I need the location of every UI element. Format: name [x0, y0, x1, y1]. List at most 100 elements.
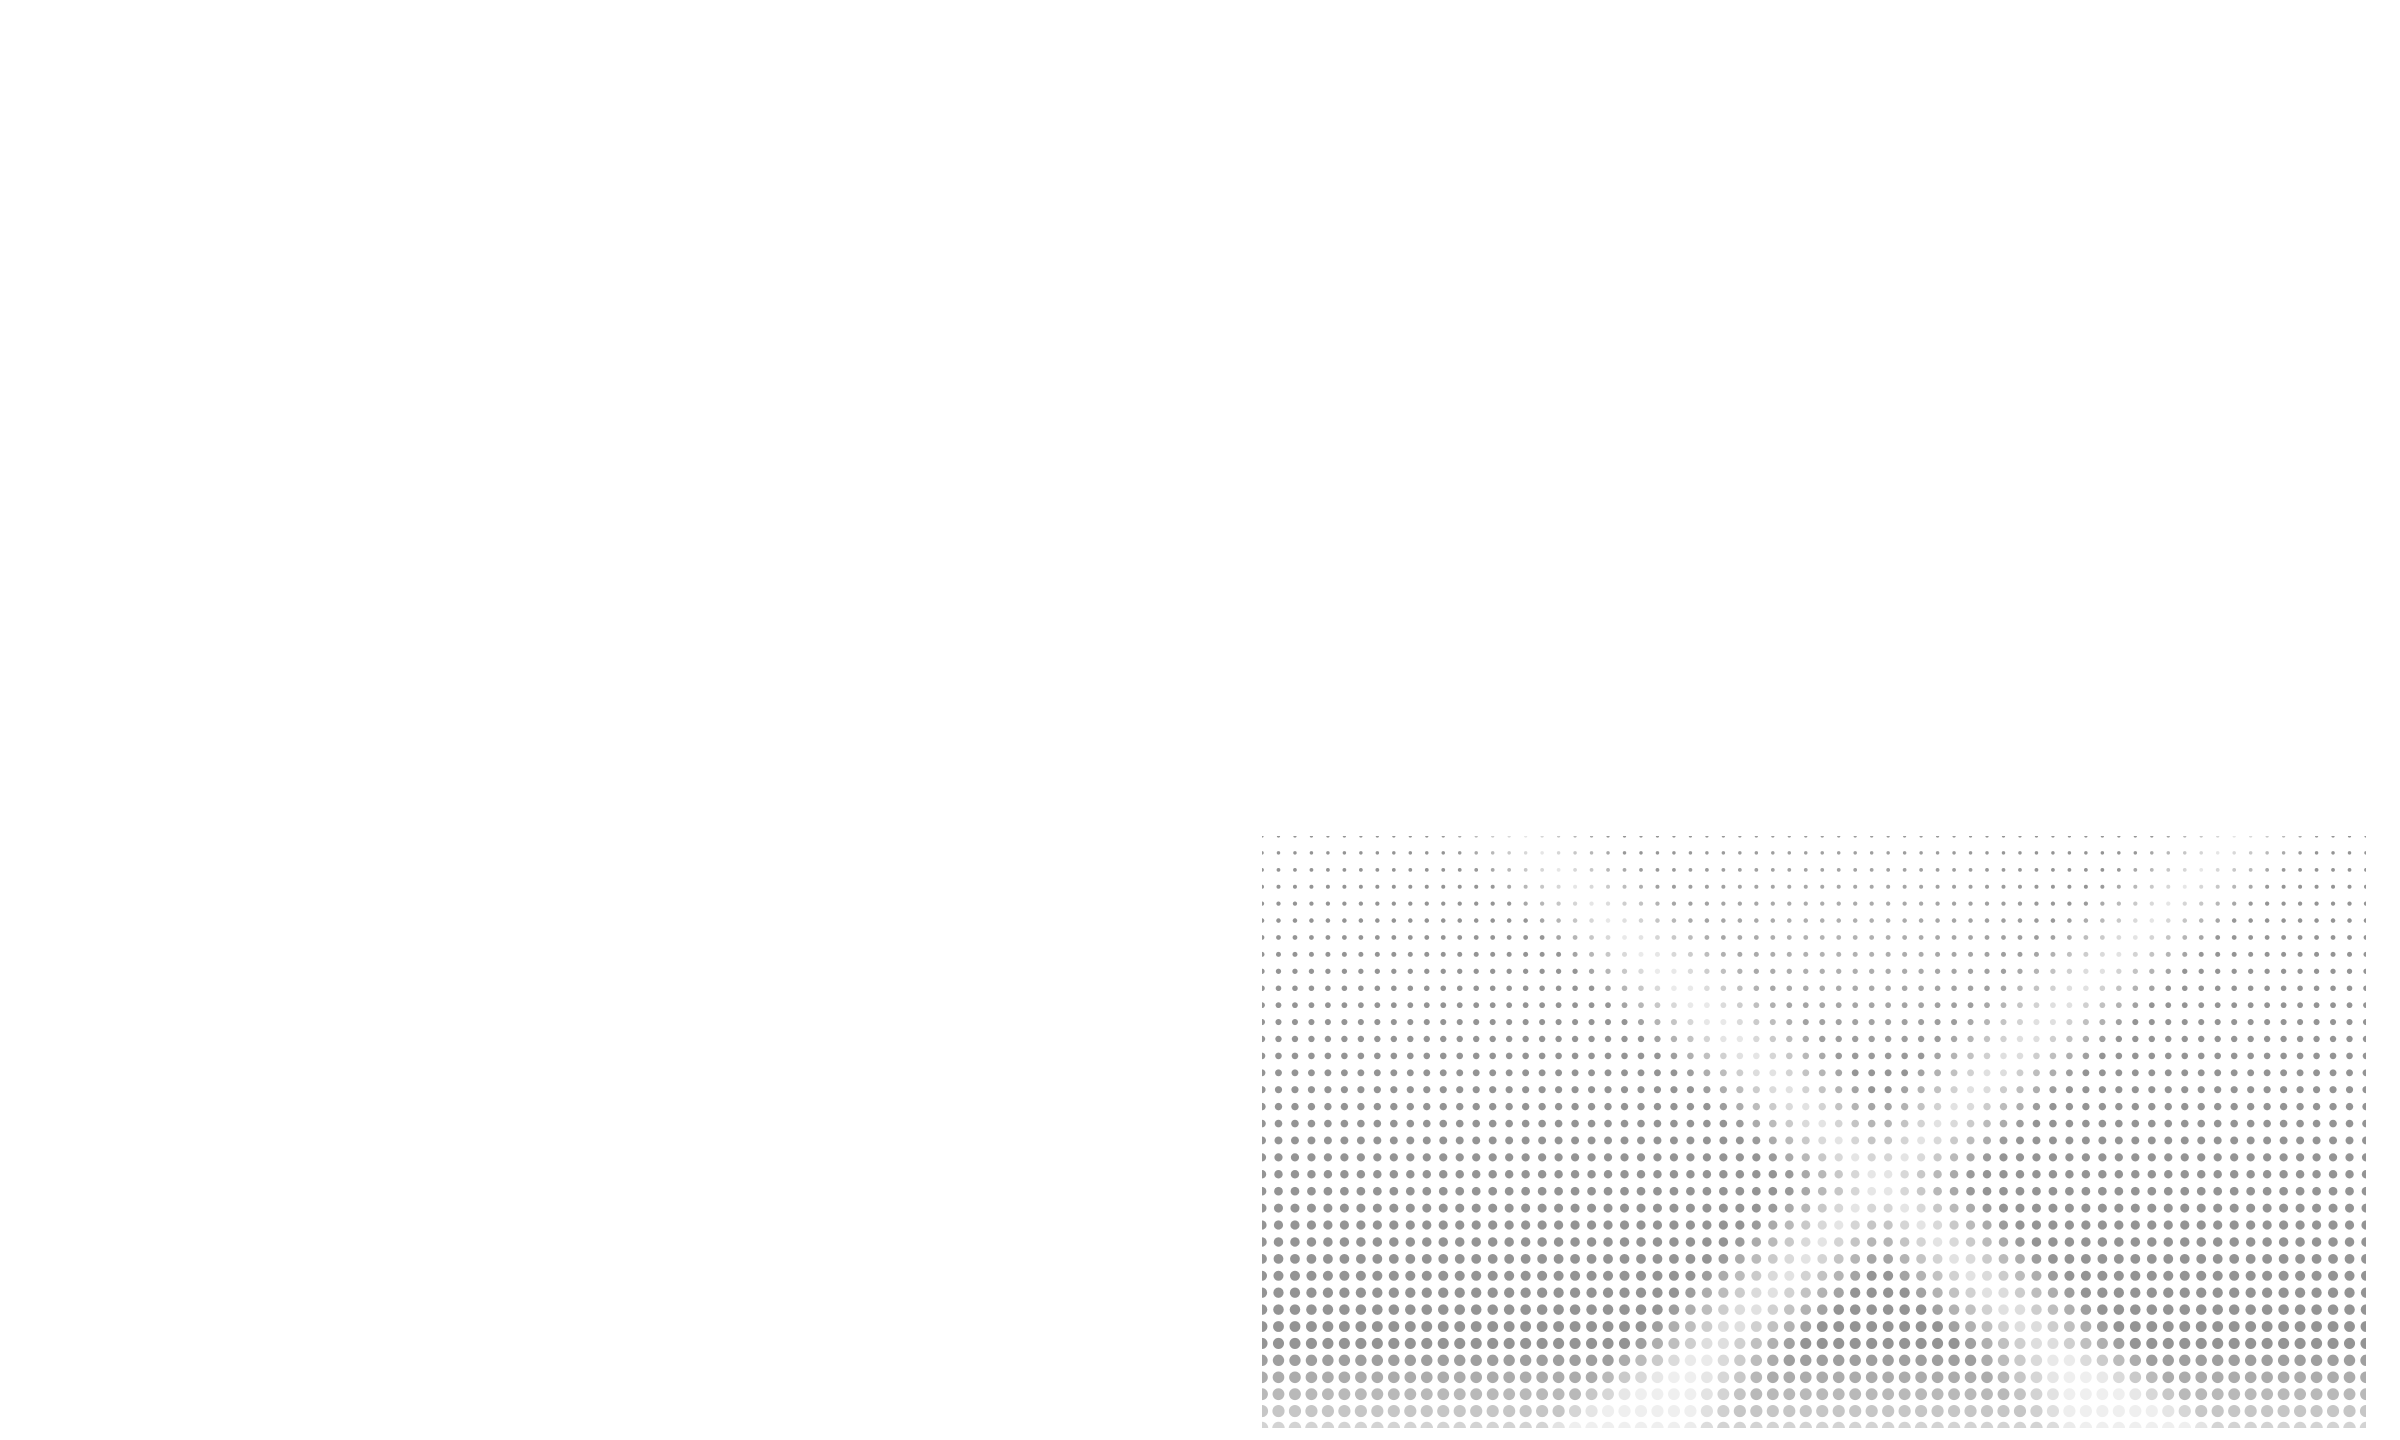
halftone-dot [1537, 1270, 1548, 1281]
halftone-dot [1917, 1086, 1925, 1094]
halftone-dot [2113, 1354, 2125, 1367]
halftone-dot [1621, 1069, 1628, 1077]
halftone-dot [1721, 867, 1726, 872]
halftone-dot [2182, 951, 2188, 957]
halftone-dot [1703, 1102, 1711, 1111]
halftone-dot [1371, 1388, 1384, 1401]
halftone-dot [2198, 918, 2204, 923]
halftone-dot [1703, 1069, 1711, 1077]
halftone-dot [2311, 1253, 2322, 1264]
halftone-dot [1802, 1002, 1809, 1009]
halftone-dot [2147, 1153, 2156, 1162]
halftone-dot [1803, 901, 1808, 906]
halftone-dot [1637, 1035, 1645, 1043]
halftone-dot [1325, 968, 1331, 974]
halftone-dot [2313, 1019, 2320, 1026]
halftone-dot [1522, 968, 1529, 974]
halftone-dot [1948, 1371, 1960, 1384]
halftone-dot [1637, 1102, 1645, 1111]
halftone-dot [1767, 1304, 1779, 1315]
halftone-dot [1356, 1186, 1366, 1196]
halftone-dot [2179, 1321, 2191, 1332]
halftone-dot [1718, 1253, 1729, 1264]
halftone-dot [1836, 884, 1841, 889]
halftone-dot [2015, 1186, 2025, 1196]
halftone-dot [1835, 1002, 1842, 1009]
halftone-dot [1306, 1304, 1317, 1315]
halftone-dot [2329, 1119, 2337, 1128]
halftone-dot [2312, 1102, 2321, 1111]
halftone-dot [1556, 884, 1561, 889]
halftone-dot [1783, 1337, 1795, 1349]
halftone-dot [1918, 935, 1924, 940]
halftone-dot [1457, 918, 1462, 923]
halftone-dot [2279, 1186, 2288, 1196]
halftone-dot [1638, 1002, 1644, 1009]
halftone-dot [1949, 1253, 1959, 1264]
halftone-dot [1423, 1086, 1431, 1094]
halftone-dot [1734, 1270, 1745, 1281]
halftone-dot [1507, 884, 1512, 889]
halftone-dot [2149, 935, 2155, 940]
halftone-dot [2097, 1203, 2107, 1213]
halftone-dot [1754, 918, 1759, 923]
halftone-dot [1932, 1237, 1943, 1247]
halftone-dot [1770, 985, 1776, 992]
halftone-dot [1552, 1388, 1565, 1401]
halftone-dot [1817, 1220, 1827, 1230]
halftone-dot [1455, 1220, 1465, 1230]
halftone-dot [1602, 1371, 1614, 1384]
halftone-dot [1289, 1321, 1301, 1332]
halftone-dot [2064, 1304, 2075, 1315]
halftone-dot [1420, 1421, 1433, 1428]
halftone-dot [1736, 1119, 1744, 1128]
halftone-dot [2197, 1119, 2206, 1128]
halftone-dot [2244, 1354, 2257, 1367]
halftone-dot [1635, 1371, 1647, 1384]
halftone-dot [1457, 935, 1463, 940]
halftone-dot [2046, 1388, 2059, 1401]
halftone-dot [1522, 1019, 1529, 1026]
halftone-dot [1787, 836, 1791, 838]
halftone-dot [2178, 1371, 2191, 1384]
halftone-dot [2084, 836, 2088, 838]
halftone-dot [1422, 1203, 1432, 1213]
halftone-dot [1521, 1153, 1530, 1162]
halftone-dot [1455, 1136, 1464, 1145]
halftone-dot [1900, 1186, 1909, 1196]
halftone-dot [1589, 901, 1594, 906]
halftone-dot [1356, 1136, 1365, 1145]
halftone-dot [1439, 1069, 1447, 1077]
halftone-dot [2362, 1119, 2366, 1128]
halftone-dot [2330, 951, 2336, 957]
halftone-dot [1717, 1321, 1729, 1332]
halftone-dot [1456, 1102, 1464, 1111]
halftone-dot [2032, 1086, 2041, 1094]
halftone-dot [1372, 1270, 1383, 1281]
halftone-dot [1686, 1186, 1695, 1196]
halftone-dot [1935, 935, 1940, 940]
halftone-dot [1391, 968, 1397, 974]
halftone-dot [1374, 968, 1380, 974]
halftone-dot [2098, 1086, 2106, 1094]
halftone-dot [2178, 1421, 2191, 1428]
halftone-dot [1474, 867, 1479, 872]
halftone-dot [1816, 1321, 1828, 1332]
halftone-dot [1769, 1035, 1776, 1043]
halftone-dot [2166, 836, 2170, 838]
halftone-dot [2048, 1237, 2058, 1247]
halftone-dot [1783, 1321, 1795, 1332]
halftone-dot [1322, 1304, 1334, 1315]
halftone-dot [1703, 1086, 1711, 1094]
halftone-dot [1339, 1270, 1350, 1281]
halftone-dot [1454, 1253, 1465, 1264]
halftone-dot [1456, 1069, 1464, 1077]
halftone-dot [1339, 1287, 1350, 1298]
halftone-dot [1620, 1119, 1629, 1128]
halftone-dot [2229, 1270, 2240, 1281]
halftone-dot [2228, 1388, 2241, 1401]
halftone-dot [2065, 1069, 2073, 1077]
halftone-dot [1983, 1119, 1991, 1128]
halftone-dot [1456, 1019, 1463, 1026]
halftone-dot [1867, 1220, 1877, 1230]
